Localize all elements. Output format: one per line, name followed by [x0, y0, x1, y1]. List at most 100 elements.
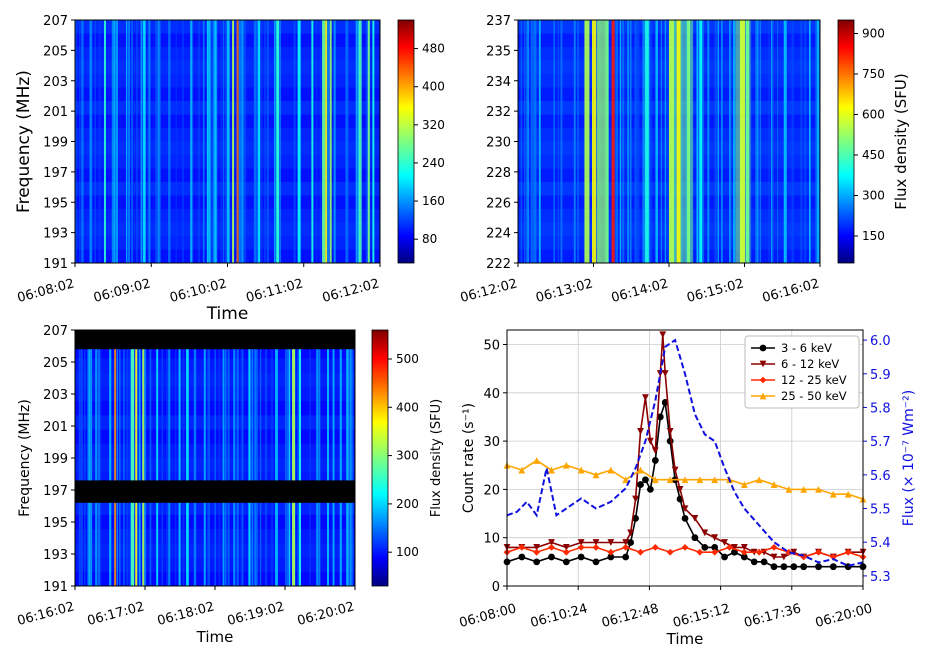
marker-triangle-down	[622, 539, 630, 546]
heatmap-streak	[80, 330, 83, 586]
heatmap-burst	[178, 330, 181, 586]
heatmap-streak	[332, 330, 335, 586]
marker-diamond	[651, 543, 659, 551]
heatmap-streak	[800, 20, 803, 263]
heatmap-streak	[207, 330, 210, 586]
heatmap-streak	[98, 20, 101, 263]
heatmap-burst	[248, 330, 251, 586]
heatmap-streak	[79, 20, 81, 263]
y2-tick-label: 5.3	[870, 570, 891, 585]
marker-triangle-down	[759, 360, 767, 368]
x-tick-label: 06:16:02	[16, 599, 76, 629]
heatmap-burst	[783, 20, 787, 263]
marker-circle	[815, 563, 822, 571]
heatmap-burst	[322, 20, 326, 263]
heatmap-streak	[756, 20, 758, 263]
series-3-6-kev	[503, 399, 867, 571]
heatmap-streak	[159, 20, 161, 263]
marker-circle	[681, 514, 689, 522]
heatmap-streak	[244, 20, 247, 263]
marker-diamond	[622, 543, 630, 551]
heatmap-streak	[616, 20, 618, 263]
marker-circle	[800, 563, 808, 571]
heatmap-streak	[750, 20, 752, 263]
heatmap-streak	[636, 20, 639, 263]
y-tick-label: 40	[483, 387, 500, 402]
xray-lightcurve-panel: 06:08:00 06:10:24 06:12:48 06:15:12 06:17:36…	[458, 329, 917, 648]
marker-triangle-down	[592, 539, 600, 546]
heatmap-burst	[584, 20, 590, 263]
legend-label: 6 - 12 keV	[781, 357, 839, 371]
marker-triangle-up	[844, 490, 852, 498]
marker-diamond	[696, 548, 704, 556]
heatmap-burst	[297, 20, 301, 263]
colorbar-label: Flux density (SFU)	[429, 399, 444, 517]
marker-circle	[548, 553, 555, 561]
marker-triangle-up	[800, 485, 808, 493]
heatmap-burst	[114, 330, 117, 586]
marker-triangle-up	[711, 476, 719, 484]
marker-circle	[691, 534, 699, 542]
x-tick-label: 06:15:12	[671, 601, 731, 631]
heatmap-streak	[288, 330, 291, 586]
heatmap-streak	[777, 20, 779, 263]
legend-label: 25 - 50 keV	[781, 389, 847, 403]
heatmap-streak	[316, 330, 319, 586]
y-axis-label: Frequency (MHz)	[14, 70, 34, 213]
heatmap-streak	[622, 20, 624, 263]
marker-diamond	[844, 548, 852, 556]
marker-diamond	[740, 548, 748, 556]
marker-triangle-down	[548, 539, 555, 546]
x-tick-label: 06:10:24	[529, 601, 589, 631]
heatmap-streak	[136, 20, 138, 263]
heatmap-streak	[293, 20, 296, 263]
colorbar-tick-label: 300	[396, 449, 419, 463]
heatmap-streak	[339, 330, 342, 586]
x-tick-label: 06:16:02	[761, 276, 821, 306]
heatmap-streak	[297, 330, 300, 586]
heatmap-streak	[175, 20, 177, 263]
heatmap-streak	[89, 330, 90, 586]
marker-circle	[592, 558, 600, 566]
heatmap-streak	[212, 20, 215, 263]
heatmap-streak	[614, 20, 617, 263]
heatmap-streak	[90, 20, 92, 263]
heatmap-streak	[366, 20, 368, 263]
heatmap-streak	[113, 20, 116, 263]
marker-triangle-up	[681, 476, 689, 484]
colorbar-tick-label: 600	[862, 108, 885, 122]
heatmap-burst	[687, 20, 691, 263]
heatmap-streak	[162, 330, 163, 586]
heatmap-streak	[97, 330, 99, 586]
colorbar-tick-label: 320	[422, 118, 445, 132]
heatmap-streak	[147, 20, 150, 263]
heatmap-streak	[113, 20, 116, 263]
y-tick-label: 230	[486, 136, 511, 151]
y-tick-label: 232	[486, 105, 511, 120]
heatmap-streak	[238, 20, 240, 263]
marker-diamond	[592, 543, 600, 551]
heatmap-streak	[530, 20, 532, 263]
marker-circle	[711, 543, 719, 551]
colorbar-tick-label: 450	[862, 148, 885, 162]
heatmap-streak	[345, 20, 348, 263]
heatmap-streak	[355, 20, 358, 263]
y2-tick-label: 5.7	[870, 435, 891, 450]
y2-tick-label: 5.8	[870, 401, 891, 416]
y-tick-label: 235	[486, 44, 511, 59]
marker-circle	[656, 413, 664, 421]
heatmap-streak	[535, 20, 537, 263]
marker-circle	[666, 437, 674, 445]
heatmap-burst	[669, 20, 674, 263]
heatmap-streak	[809, 20, 811, 263]
marker-triangle-down	[646, 437, 654, 445]
marker-triangle-up	[622, 476, 630, 484]
heatmap-streak	[755, 20, 756, 263]
heatmap-streak	[82, 20, 84, 263]
heatmap-streak	[214, 20, 218, 263]
marker-triangle-down	[562, 543, 570, 551]
heatmap-streak	[94, 20, 96, 263]
heatmap-streak	[768, 20, 771, 263]
heatmap-burst	[203, 330, 206, 586]
marker-circle	[577, 553, 585, 561]
